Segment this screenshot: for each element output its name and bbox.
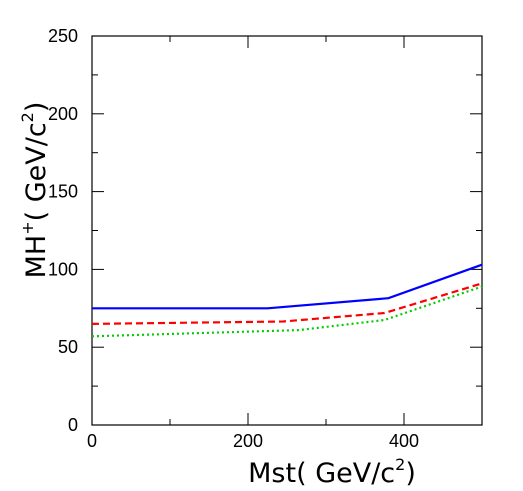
axis-ticks — [91, 35, 483, 426]
y-tick-label: 200 — [48, 104, 78, 124]
y-tick-label: 250 — [48, 26, 78, 46]
series-line-dotted — [91, 285, 483, 338]
y-tick-label: 50 — [58, 337, 78, 357]
y-tick-label: 150 — [48, 182, 78, 202]
y-axis-title: MH+( GeV/c2) — [18, 102, 52, 279]
series-lines — [91, 263, 483, 338]
plot-frame — [91, 35, 483, 426]
tick-labels: 0 50 100 150 200 250 0 200 400 — [48, 26, 419, 451]
series-line-dashed — [91, 282, 483, 325]
series-line-solid — [92, 263, 483, 310]
x-tick-label: 0 — [87, 431, 97, 451]
y-tick-label: 0 — [68, 415, 78, 435]
x-tick-label: 200 — [233, 431, 263, 451]
x-tick-label: 400 — [389, 431, 419, 451]
x-axis-title: Mst( GeV/c2) — [248, 455, 416, 489]
y-tick-label: 100 — [48, 259, 78, 279]
